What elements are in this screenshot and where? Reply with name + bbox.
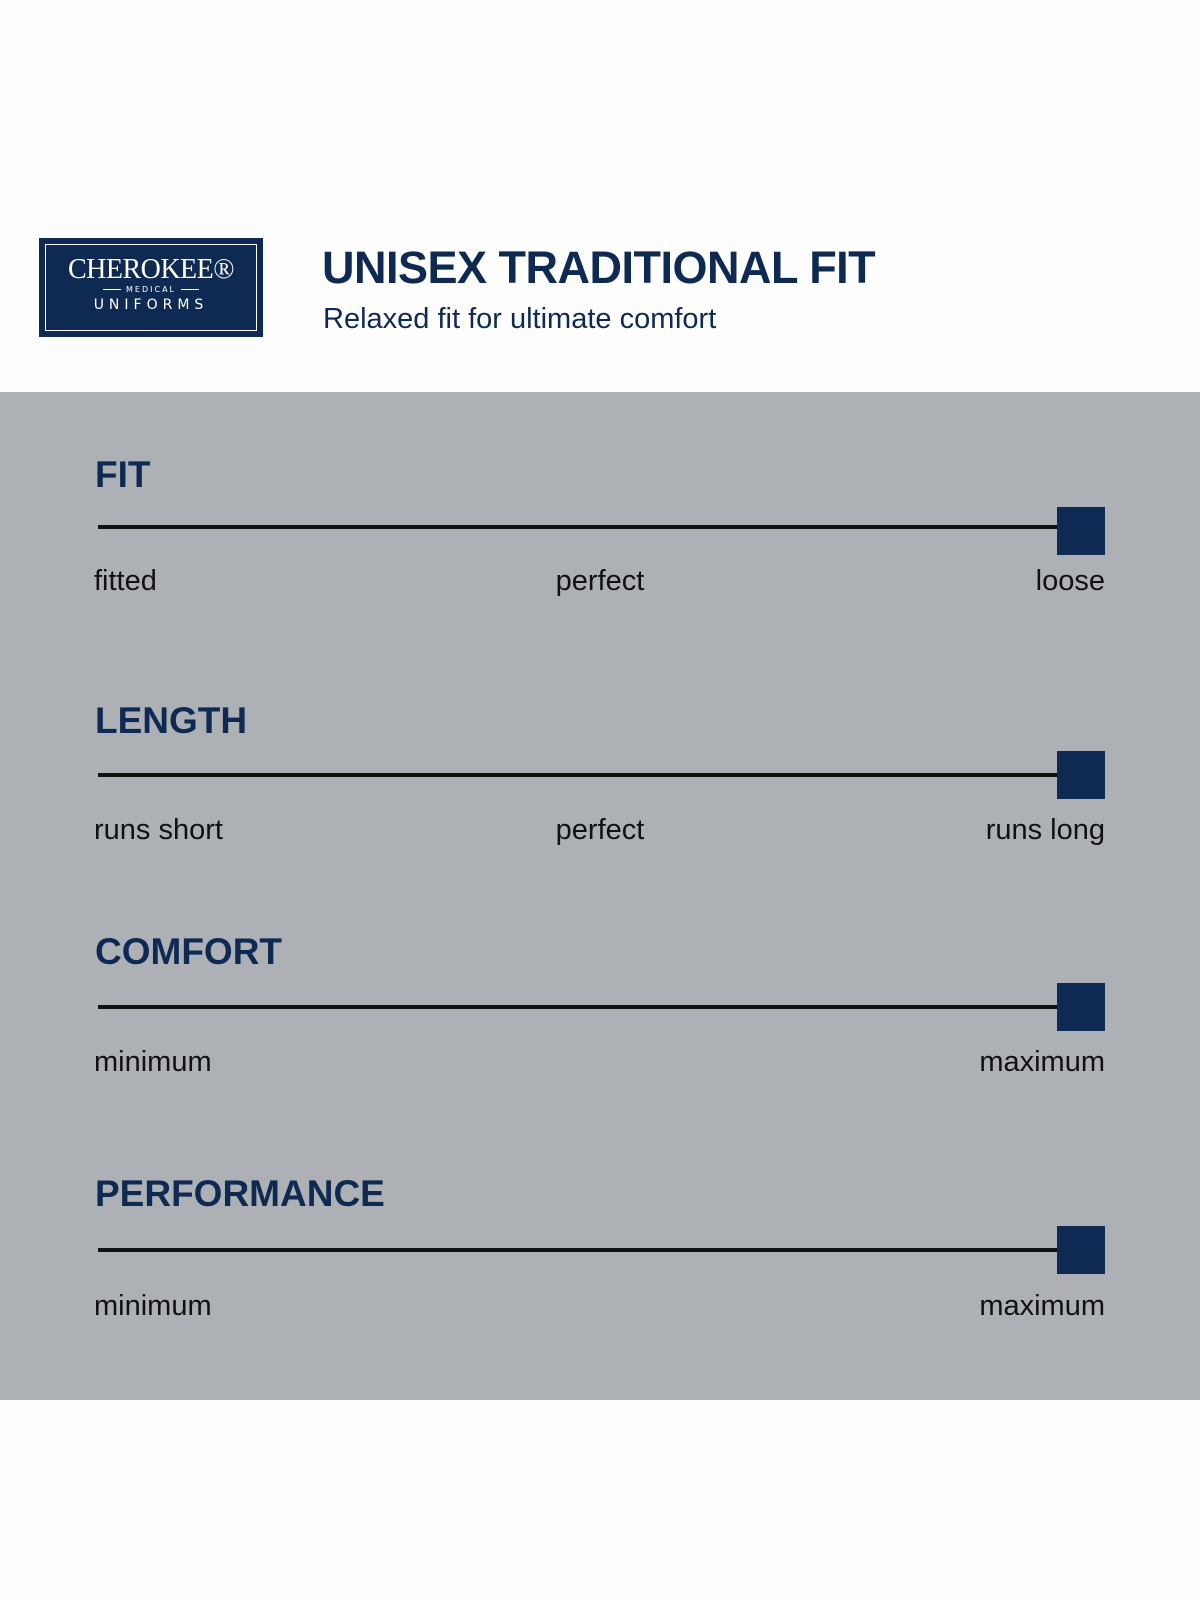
scale-track [98, 1005, 1105, 1009]
scale-label-right: runs long [985, 814, 1105, 846]
logo-uniforms: UNIFORMS [93, 297, 209, 313]
scale-label-right: loose [1035, 565, 1105, 597]
scale-track [98, 525, 1105, 529]
page-title: UNISEX TRADITIONAL FIT [322, 242, 876, 293]
scale-track [98, 1248, 1105, 1252]
scale-label-right: maximum [979, 1290, 1105, 1322]
scale-marker [1057, 507, 1105, 555]
metric-title: PERFORMANCE [95, 1173, 385, 1214]
logo-medical: MEDICAL [39, 285, 263, 294]
scale-label-left: runs short [94, 814, 223, 846]
scale-marker [1057, 751, 1105, 799]
scale-label-right: maximum [979, 1046, 1105, 1078]
logo-brand: CHEROKEE® [67, 254, 235, 285]
scale-marker [1057, 983, 1105, 1031]
page-subtitle: Relaxed fit for ultimate comfort [323, 303, 717, 335]
scale-label-middle: perfect [555, 814, 645, 846]
scale-marker [1057, 1226, 1105, 1274]
fit-scale-panel [0, 392, 1200, 1400]
scale-label-left: minimum [94, 1046, 212, 1078]
metric-title: LENGTH [95, 700, 248, 741]
cherokee-logo: CHEROKEE® MEDICAL UNIFORMS [39, 238, 263, 337]
metric-title: COMFORT [95, 931, 283, 972]
metric-title: FIT [95, 454, 151, 495]
scale-label-left: minimum [94, 1290, 212, 1322]
scale-track [98, 773, 1105, 777]
scale-label-left: fitted [94, 565, 157, 597]
scale-label-middle: perfect [555, 565, 645, 597]
